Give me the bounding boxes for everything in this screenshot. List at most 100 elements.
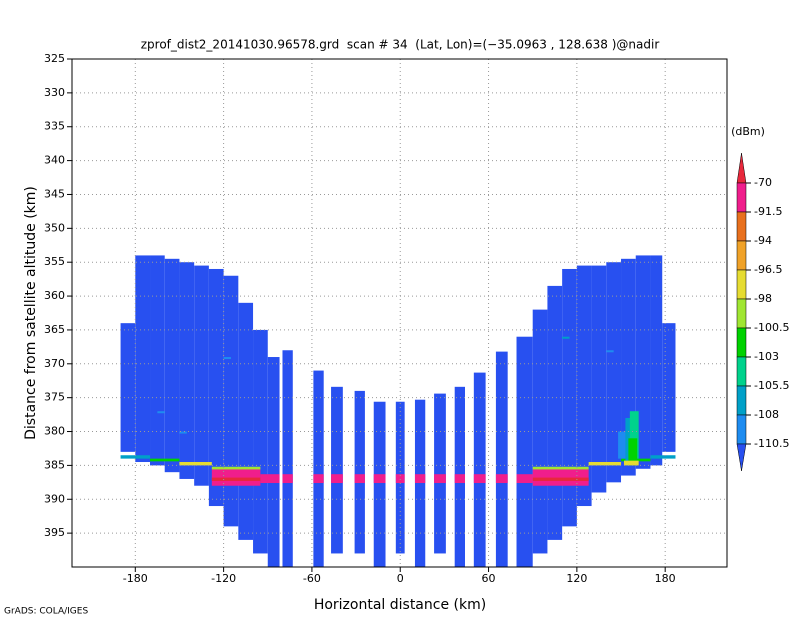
cell — [618, 431, 626, 459]
colorbar-label: -110.5 — [754, 437, 789, 450]
y-tick-label: 390 — [44, 492, 65, 505]
colorbar-segment — [736, 269, 747, 300]
x-tick-label: 0 — [397, 572, 404, 585]
y-tick-label: 395 — [44, 526, 65, 539]
cell — [532, 469, 589, 486]
y-axis-label: Distance from satellite altitude (km) — [23, 186, 39, 440]
x-tick-label: -60 — [303, 572, 321, 585]
cell — [354, 474, 365, 484]
footer: GrADS: COLA/IGES — [4, 607, 88, 617]
cell — [591, 265, 607, 493]
colorbar-label: -98 — [754, 292, 772, 305]
cell — [650, 455, 676, 459]
colorbar-triangle — [736, 443, 747, 472]
cell — [331, 386, 343, 554]
y-tick-label: 385 — [44, 458, 65, 471]
cell — [150, 458, 180, 462]
cell — [516, 474, 533, 484]
cell — [395, 474, 405, 484]
y-tick-label: 360 — [44, 289, 65, 302]
cell — [211, 477, 261, 481]
cell — [547, 285, 563, 540]
cell — [473, 372, 486, 567]
colorbar-label: -94 — [754, 234, 772, 247]
x-tick-label: 180 — [655, 572, 676, 585]
x-axis-label: Horizontal distance (km) — [314, 597, 486, 613]
cell — [120, 455, 151, 459]
cell — [373, 401, 386, 567]
colorbar-segment — [736, 327, 747, 358]
cell — [434, 393, 446, 554]
cell — [623, 460, 639, 466]
cell — [223, 275, 239, 527]
cell — [495, 474, 508, 484]
cell — [516, 336, 533, 567]
cell — [635, 255, 651, 469]
cell — [532, 466, 589, 470]
cell — [562, 336, 570, 339]
colorbar-label: -91.5 — [754, 205, 782, 218]
cell — [354, 390, 365, 554]
cell — [120, 323, 136, 452]
colorbar-segment — [736, 298, 747, 329]
cell — [313, 370, 324, 567]
cell — [562, 268, 577, 527]
cell — [454, 474, 465, 484]
colorbar-label: -100.5 — [754, 321, 789, 334]
cell — [331, 474, 343, 484]
cell — [434, 474, 446, 484]
y-tick-label: 355 — [44, 255, 65, 268]
cell — [253, 329, 268, 554]
colorbar-label: -103 — [754, 350, 779, 363]
x-tick-label: 120 — [566, 572, 587, 585]
x-tick-label: -120 — [211, 572, 236, 585]
cell — [628, 438, 638, 466]
colorbar-segment — [736, 414, 747, 445]
y-tick-label: 370 — [44, 357, 65, 370]
cell — [606, 350, 614, 353]
colorbar-segment — [736, 385, 747, 416]
cell — [576, 265, 592, 507]
y-tick-label: 330 — [44, 86, 65, 99]
cell — [629, 411, 639, 459]
cell — [414, 474, 426, 484]
colorbar-triangle — [736, 152, 747, 184]
cell — [282, 350, 293, 567]
cell — [135, 255, 151, 463]
cell — [194, 265, 209, 486]
y-tick-label: 340 — [44, 154, 65, 167]
chart-title: zprof_dist2_20141030.96578.grd scan # 34… — [141, 38, 660, 52]
cell — [313, 474, 324, 484]
y-tick-label: 345 — [44, 187, 65, 200]
cell — [650, 255, 663, 466]
cell — [211, 469, 261, 486]
colorbar-label: (dBm) — [731, 125, 765, 138]
cell — [588, 462, 622, 466]
y-tick-label: 380 — [44, 425, 65, 438]
y-tick-label: 325 — [44, 52, 65, 65]
colorbar-segment — [736, 211, 747, 242]
cell — [282, 474, 293, 484]
x-tick-label: 60 — [482, 572, 496, 585]
y-tick-label: 375 — [44, 391, 65, 404]
cell — [495, 351, 508, 567]
cell — [606, 262, 622, 483]
colorbar-segment — [736, 356, 747, 387]
colorbar-label: -96.5 — [754, 263, 782, 276]
colorbar-label: -70 — [754, 176, 772, 189]
cell — [414, 399, 426, 567]
colorbar-segment — [736, 182, 747, 213]
cell — [473, 474, 486, 484]
colorbar-segment — [736, 240, 747, 271]
cell — [179, 431, 187, 434]
y-tick-label: 365 — [44, 323, 65, 336]
cell — [532, 477, 589, 481]
cell — [662, 323, 676, 452]
cell — [164, 258, 180, 473]
colorbar-label: -108 — [754, 408, 779, 421]
cell — [150, 255, 165, 466]
cell — [157, 411, 165, 414]
y-tick-label: 350 — [44, 221, 65, 234]
cell — [223, 357, 231, 360]
